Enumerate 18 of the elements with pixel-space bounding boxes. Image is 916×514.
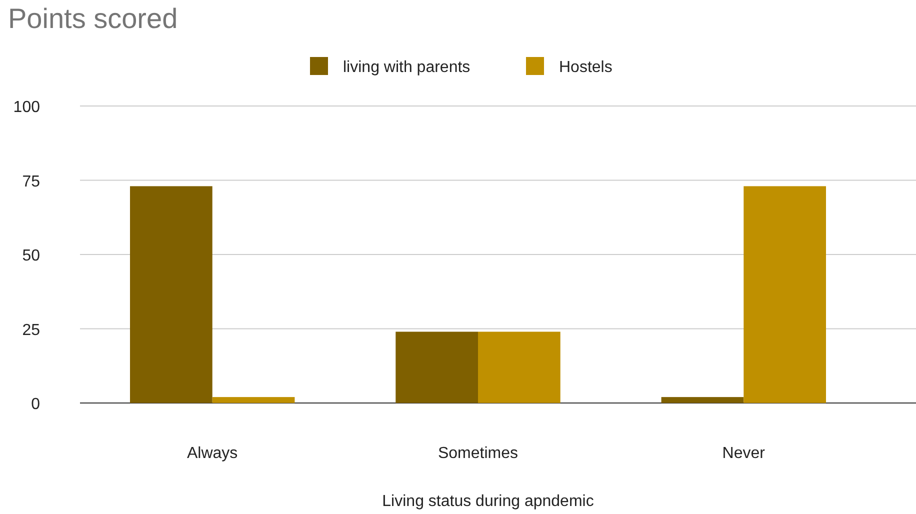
legend-label: Hostels [559,59,612,76]
bar [212,397,295,403]
legend-label: living with parents [343,59,470,76]
chart-title: Points scored [8,3,178,34]
bar [478,332,560,403]
x-tick-label: Always [187,445,238,462]
y-tick-label: 50 [22,248,40,264]
y-tick-label: 100 [13,99,40,116]
x-tick-label: Never [722,445,766,462]
y-tick-label: 25 [22,322,40,339]
x-axis-title: Living status during apndemic [382,493,594,510]
bar [744,186,826,403]
y-tick-label: 75 [22,173,40,190]
bar [396,332,478,403]
bar [130,186,212,403]
x-tick-label: Sometimes [438,445,518,462]
bar [661,397,744,403]
y-tick-label: 0 [31,396,40,413]
